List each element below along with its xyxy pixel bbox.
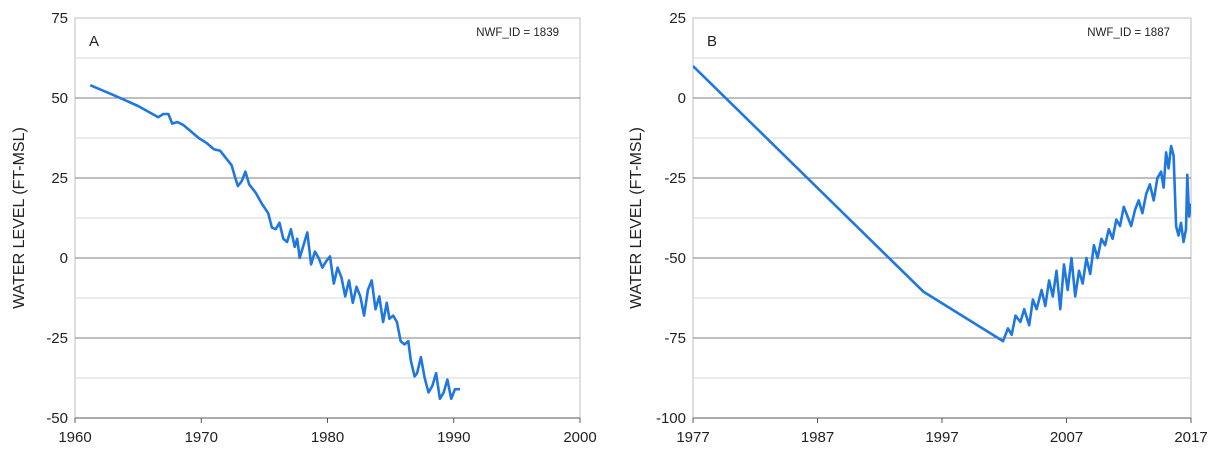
x-tick-label: 2017 (1174, 429, 1207, 446)
x-tick-label: 1960 (58, 429, 91, 446)
y-tick-label: 25 (669, 10, 686, 27)
panel-label: A (89, 33, 99, 50)
y-axis-title: WATER LEVEL (FT-MSL) (11, 127, 28, 309)
well-id-label: NWF_ID = 1839 (476, 27, 559, 39)
y-tick-label: -50 (664, 250, 686, 267)
y-tick-label: 50 (51, 90, 68, 107)
y-tick-label: -50 (46, 410, 68, 427)
x-tick-label: 2007 (1050, 429, 1083, 446)
y-tick-label: -25 (664, 170, 686, 187)
chart-panel-b: -100 -75 -50 -25 0 25 1977 1987 1997 2007 2017 B NWF… (628, 10, 1208, 446)
water-level-line (693, 65, 1191, 343)
x-tick-label: 1987 (801, 429, 834, 446)
x-tick-label: 1977 (676, 429, 709, 446)
x-tick-label: 1990 (437, 429, 470, 446)
chart-panel-a: -50 -25 0 25 50 75 1960 1970 1980 1990 2000 A NWF_ID… (11, 10, 597, 446)
x-tick-label: 1970 (185, 429, 218, 446)
water-level-line (89, 84, 461, 401)
y-tick-label: -75 (664, 330, 686, 347)
well-id-label: NWF_ID = 1887 (1087, 27, 1170, 39)
y-tick-label: -25 (46, 330, 68, 347)
y-axis-title: WATER LEVEL (FT-MSL) (628, 127, 645, 309)
x-tick-label: 2000 (563, 429, 596, 446)
y-tick-label: 75 (51, 10, 68, 27)
x-tick-label: 1980 (311, 429, 344, 446)
x-tick-label: 1997 (925, 429, 958, 446)
panel-label: B (707, 33, 717, 50)
y-tick-label: 25 (51, 170, 68, 187)
y-tick-label: 0 (60, 250, 68, 267)
y-tick-label: -100 (656, 410, 686, 427)
y-tick-label: 0 (678, 90, 686, 107)
